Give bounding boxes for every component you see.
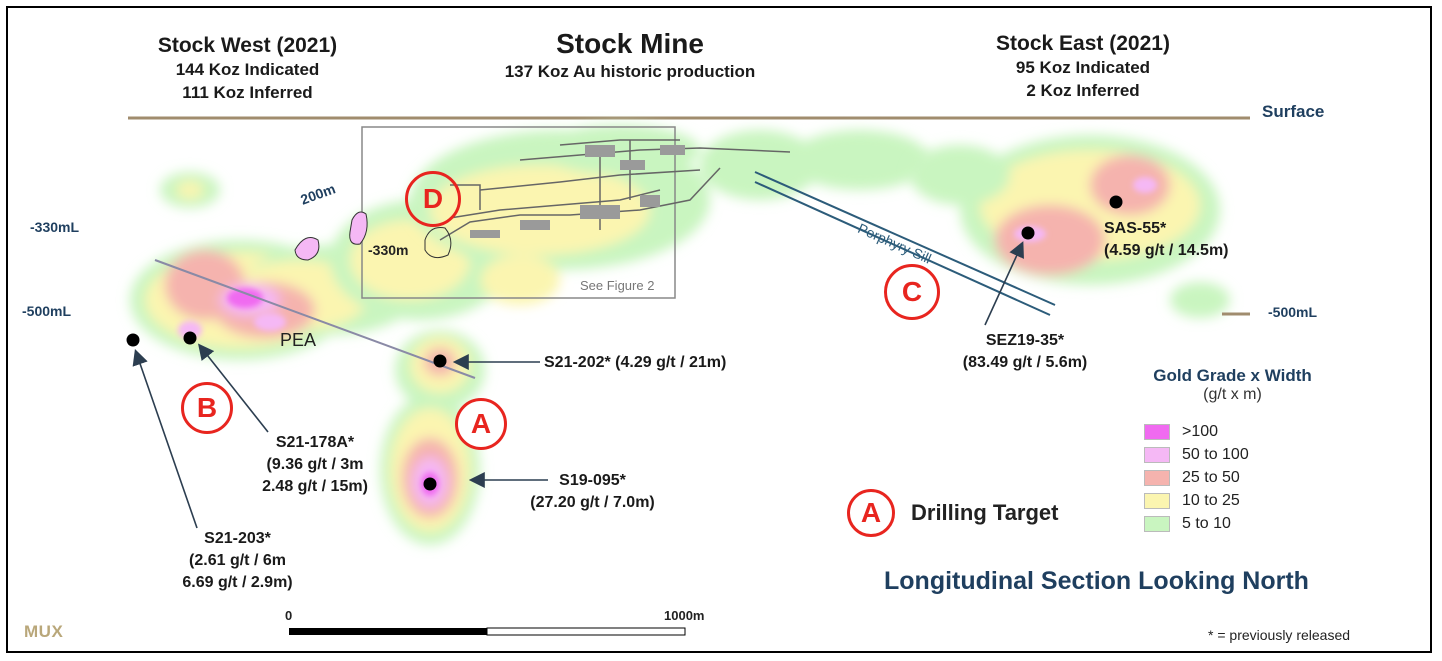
grade-body-west-core xyxy=(178,288,286,339)
header-west-title: Stock West (2021) xyxy=(157,34,338,57)
mine-workings xyxy=(439,139,791,241)
drillhole-point-s21-202 xyxy=(433,354,447,368)
scale-label-end: 1000m xyxy=(664,608,705,623)
sez19-35-id: SEZ19-35* xyxy=(985,332,1065,349)
depth-label-500-left: -500mL xyxy=(22,303,72,319)
grade-body-target-a xyxy=(380,330,485,545)
drillhole-point-s21-203 xyxy=(126,333,140,347)
scale-bar-black xyxy=(289,628,487,635)
section-title: Longitudinal Section Looking North xyxy=(884,567,1309,595)
s21-178a-assay-1: (9.36 g/t / 3m xyxy=(266,456,364,473)
pea-line xyxy=(154,259,476,379)
s21-203-id: S21-203* xyxy=(204,530,271,547)
sas-55-id: SAS-55* xyxy=(1104,220,1167,237)
drilling-target-key-marker: A xyxy=(847,489,895,537)
s19-095-assay: (27.20 g/t / 7.0m) xyxy=(530,494,655,511)
s21-203-assay-2: 6.69 g/t / 2.9m) xyxy=(182,574,293,591)
header-east-inferred: 2 Koz Inferred xyxy=(1026,81,1140,100)
drillhole-label-s21-178a: S21-178A* (9.36 g/t / 3m 2.48 g/t / 15m) xyxy=(240,432,390,498)
drillhole-label-sez19-35: SEZ19-35* (83.49 g/t / 5.6m) xyxy=(945,330,1105,374)
legend-label: 50 to 100 xyxy=(1182,445,1249,463)
legend-item: 5 to 10 xyxy=(1144,512,1335,535)
header-mine-title: Stock Mine xyxy=(556,28,704,59)
legend-item: >100 xyxy=(1144,420,1335,443)
legend-swatch xyxy=(1144,469,1170,486)
legend-items: >100 50 to 100 25 to 50 10 to 25 5 to 10 xyxy=(1144,420,1335,535)
s21-178a-assay-2: 2.48 g/t / 15m) xyxy=(262,478,368,495)
sez19-35-assay: (83.49 g/t / 5.6m) xyxy=(962,354,1088,371)
sas-55-assay: (4.59 g/t / 14.5m) xyxy=(1104,242,1229,259)
header-stock-east: Stock East (2021) 95 Koz Indicated 2 Koz… xyxy=(958,32,1208,102)
drillhole-point-s19-095 xyxy=(423,477,437,491)
drillhole-label-sas-55: SAS-55* (4.59 g/t / 14.5m) xyxy=(1104,218,1229,262)
see-figure-label: See Figure 2 xyxy=(580,278,655,293)
drillhole-label-s21-202: S21-202* (4.29 g/t / 21m) xyxy=(544,354,727,371)
figure-frame xyxy=(6,6,1432,653)
header-west-inferred: 111 Koz Inferred xyxy=(182,83,313,102)
depth-label-500-right: -500mL xyxy=(1268,304,1318,320)
arrow-s21-203 xyxy=(132,348,198,529)
scale-label-start: 0 xyxy=(285,608,293,623)
legend-title: Gold Grade x Width xyxy=(1153,366,1312,385)
legend-label: >100 xyxy=(1182,422,1219,440)
legend-label: 25 to 50 xyxy=(1182,468,1240,486)
target-b-marker: B xyxy=(181,382,233,434)
header-stock-west: Stock West (2021) 144 Koz Indicated 111 … xyxy=(125,34,370,104)
depth-label-330-inner: -330m xyxy=(368,242,409,258)
legend-unit: (g/t x m) xyxy=(1203,386,1262,403)
arrow-sez19-35 xyxy=(984,241,1024,326)
header-east-title: Stock East (2021) xyxy=(996,32,1170,55)
porphyry-sill-line-2 xyxy=(754,181,1051,316)
s19-095-id: S19-095* xyxy=(559,472,626,489)
pea-label: PEA xyxy=(280,330,317,350)
legend-swatch xyxy=(1144,515,1170,532)
header-mine-production: 137 Koz Au historic production xyxy=(504,62,756,81)
target-d-marker: D xyxy=(405,171,461,227)
header-stock-mine: Stock Mine 137 Koz Au historic productio… xyxy=(480,28,780,83)
legend-item: 50 to 100 xyxy=(1144,443,1335,466)
header-east-indicated: 95 Koz Indicated xyxy=(1015,58,1151,77)
drillhole-point-s21-178a xyxy=(183,331,197,345)
drillhole-label-s21-203: S21-203* (2.61 g/t / 6m 6.69 g/t / 2.9m) xyxy=(160,528,315,594)
scale-bar-white xyxy=(486,627,686,636)
drillhole-point-sas-55 xyxy=(1109,195,1123,209)
legend-swatch xyxy=(1144,446,1170,463)
target-c-marker: C xyxy=(884,264,940,320)
s21-178a-id: S21-178A* xyxy=(275,434,355,451)
header-west-indicated: 144 Koz Indicated xyxy=(175,60,320,79)
drilling-target-key-label: Drilling Target xyxy=(911,500,1059,525)
surface-label: Surface xyxy=(1262,102,1325,121)
company-logo: MUX xyxy=(24,622,64,641)
drillhole-label-s19-095: S19-095* (27.20 g/t / 7.0m) xyxy=(510,470,675,514)
footnote: * = previously released xyxy=(1208,627,1351,643)
grade-legend: Gold Grade x Width (g/t x m) >100 50 to 1… xyxy=(1130,366,1335,535)
arrow-s21-178a xyxy=(198,343,269,433)
legend-item: 10 to 25 xyxy=(1144,489,1335,512)
drillhole-point-sez19-35 xyxy=(1021,226,1035,240)
target-a-marker: A xyxy=(455,398,507,450)
legend-swatch xyxy=(1144,492,1170,509)
s21-203-assay-1: (2.61 g/t / 6m xyxy=(189,552,286,569)
depth-label-330: -330mL xyxy=(30,219,80,235)
legend-label: 10 to 25 xyxy=(1182,491,1240,509)
legend-label: 5 to 10 xyxy=(1182,514,1231,532)
legend-item: 25 to 50 xyxy=(1144,466,1335,489)
legend-swatch xyxy=(1144,423,1170,440)
